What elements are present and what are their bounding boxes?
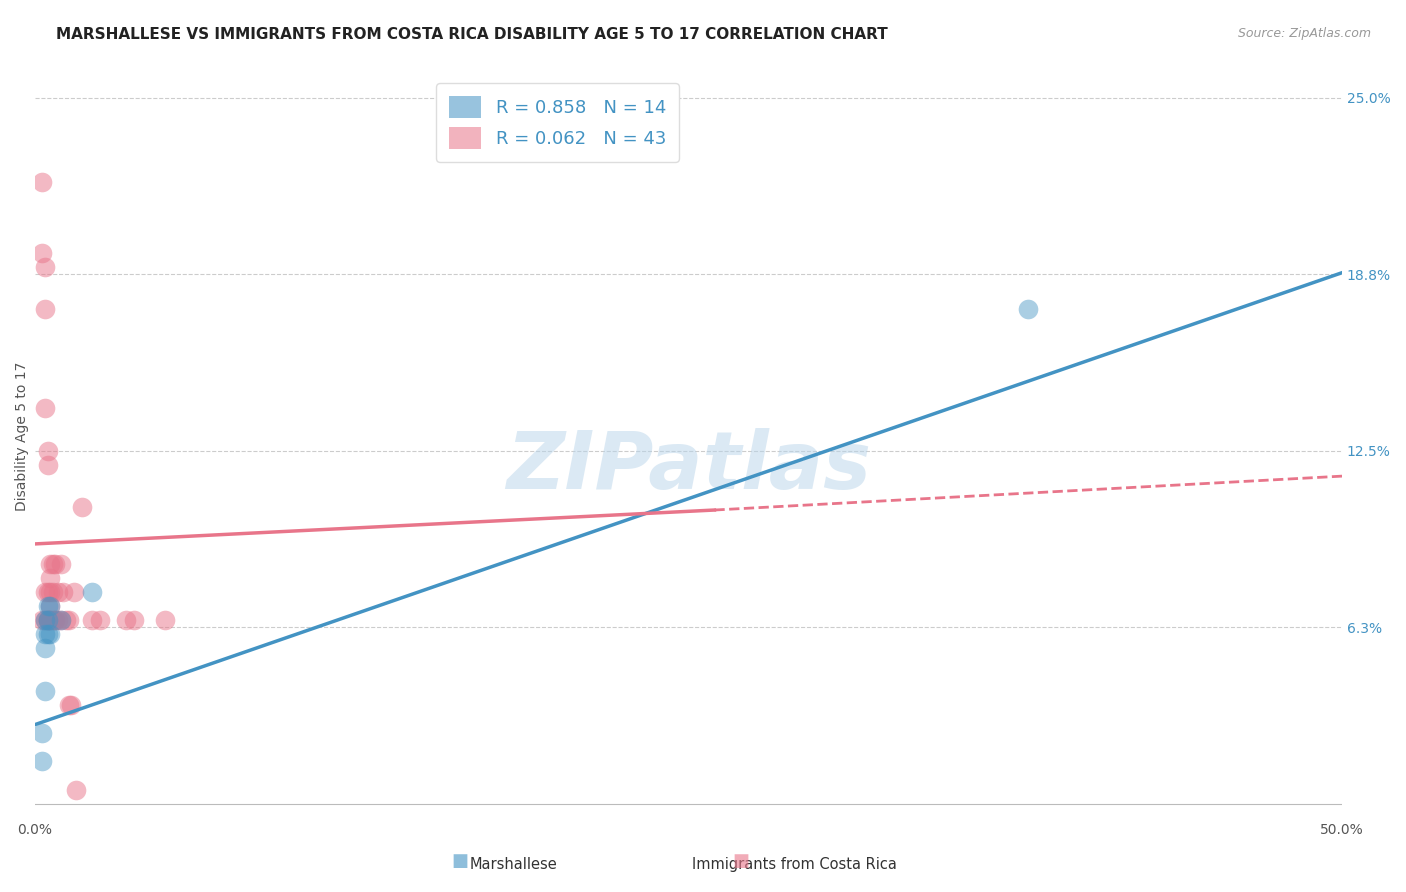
Point xyxy=(34,260,56,274)
Point xyxy=(39,585,62,599)
Point xyxy=(80,613,103,627)
Point xyxy=(31,175,53,189)
Point xyxy=(39,627,62,641)
Point xyxy=(34,684,56,698)
Point xyxy=(42,613,65,627)
Point xyxy=(37,613,59,627)
Point xyxy=(58,613,80,627)
Point xyxy=(155,613,177,627)
Point xyxy=(37,458,59,472)
Point xyxy=(46,613,69,627)
Point xyxy=(37,599,59,613)
Point xyxy=(37,585,59,599)
Point xyxy=(39,557,62,571)
Point xyxy=(49,557,72,571)
Point xyxy=(31,726,53,740)
Point xyxy=(58,698,80,712)
Point xyxy=(49,613,72,627)
Point xyxy=(34,585,56,599)
Text: MARSHALLESE VS IMMIGRANTS FROM COSTA RICA DISABILITY AGE 5 TO 17 CORRELATION CHA: MARSHALLESE VS IMMIGRANTS FROM COSTA RIC… xyxy=(56,27,889,42)
Point xyxy=(42,557,65,571)
Text: ■: ■ xyxy=(451,852,468,870)
Point xyxy=(39,599,62,613)
Point xyxy=(46,585,69,599)
Point xyxy=(31,613,53,627)
Legend: R = 0.858   N = 14, R = 0.062   N = 43: R = 0.858 N = 14, R = 0.062 N = 43 xyxy=(436,83,679,161)
Point xyxy=(31,755,53,769)
Point xyxy=(34,613,56,627)
Point xyxy=(65,782,87,797)
Text: Source: ZipAtlas.com: Source: ZipAtlas.com xyxy=(1237,27,1371,40)
Point xyxy=(60,698,83,712)
Point xyxy=(37,613,59,627)
Point xyxy=(115,613,138,627)
Point xyxy=(80,585,103,599)
Text: Immigrants from Costa Rica: Immigrants from Costa Rica xyxy=(692,857,897,872)
Point xyxy=(1017,302,1039,317)
Point xyxy=(49,613,72,627)
Point xyxy=(34,401,56,416)
Point xyxy=(70,500,93,515)
Point xyxy=(89,613,111,627)
Point xyxy=(39,571,62,585)
Text: ■: ■ xyxy=(733,852,749,870)
Y-axis label: Disability Age 5 to 17: Disability Age 5 to 17 xyxy=(15,362,30,511)
Point xyxy=(37,443,59,458)
Point xyxy=(34,302,56,317)
Point xyxy=(34,641,56,656)
Point xyxy=(52,585,75,599)
Text: ZIPatlas: ZIPatlas xyxy=(506,428,870,506)
Point xyxy=(37,627,59,641)
Point xyxy=(34,627,56,641)
Point xyxy=(31,246,53,260)
Point xyxy=(34,613,56,627)
Point xyxy=(44,613,66,627)
Point xyxy=(37,613,59,627)
Point xyxy=(55,613,77,627)
Point xyxy=(122,613,145,627)
Point xyxy=(39,613,62,627)
Point xyxy=(39,613,62,627)
Point xyxy=(62,585,84,599)
Point xyxy=(44,613,66,627)
Point xyxy=(44,557,66,571)
Point xyxy=(39,599,62,613)
Text: Marshallese: Marshallese xyxy=(470,857,557,872)
Point xyxy=(42,585,65,599)
Point xyxy=(37,613,59,627)
